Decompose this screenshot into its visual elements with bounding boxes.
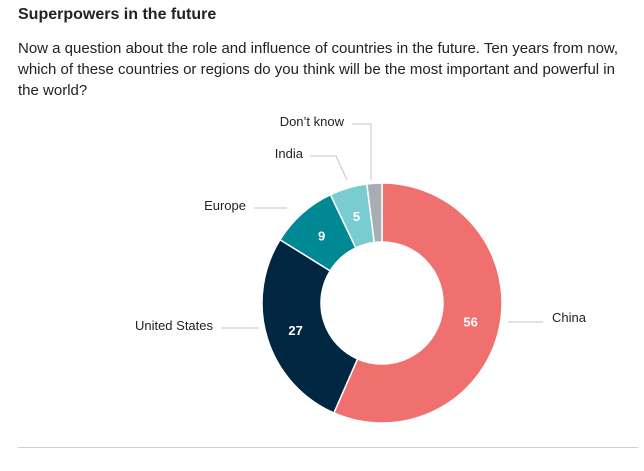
slices-group bbox=[261, 182, 503, 424]
labels-group: 56 China 27 United States 9 Europe 5 India Don’t… bbox=[135, 114, 587, 338]
chart-title: Superpowers in the future bbox=[18, 6, 217, 23]
leader-line-don-t-know bbox=[352, 123, 372, 180]
chart-question: Now a question about the role and influe… bbox=[18, 40, 619, 99]
value-label-europe: 9 bbox=[318, 229, 325, 244]
leader-line-india bbox=[310, 155, 348, 181]
category-label-europe: Europe bbox=[204, 198, 246, 213]
bottom-divider bbox=[18, 447, 638, 448]
category-label-india: India bbox=[275, 146, 304, 161]
value-label-united-states: 27 bbox=[288, 323, 302, 338]
slice-don-t-know bbox=[365, 182, 383, 244]
category-label-don-t-know: Don’t know bbox=[280, 114, 345, 129]
value-label-china: 56 bbox=[463, 315, 477, 330]
value-label-india: 5 bbox=[353, 209, 360, 224]
category-label-china: China bbox=[552, 310, 587, 325]
leader-lines-group bbox=[221, 123, 543, 329]
slice-china bbox=[332, 182, 503, 424]
category-label-united-states: United States bbox=[135, 318, 214, 333]
slice-united-states bbox=[261, 238, 359, 414]
